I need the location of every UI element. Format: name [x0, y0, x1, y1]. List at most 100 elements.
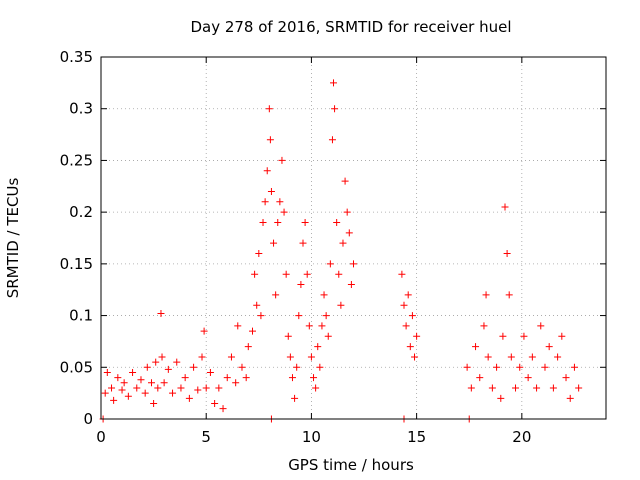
data-point — [505, 291, 513, 299]
data-point — [288, 374, 296, 382]
y-tick-label: 0.2 — [69, 203, 93, 221]
data-point — [206, 368, 214, 376]
y-tick-label: 0 — [83, 410, 93, 428]
data-point — [232, 379, 240, 387]
data-point — [194, 386, 202, 394]
data-point — [255, 250, 263, 258]
data-point — [276, 198, 284, 206]
data-point — [331, 105, 339, 113]
data-point — [291, 394, 299, 402]
axis-ticks — [100, 56, 606, 420]
data-point — [324, 332, 332, 340]
data-point — [103, 368, 111, 376]
data-point — [114, 374, 122, 382]
data-point — [181, 374, 189, 382]
x-tick-label: 20 — [512, 428, 531, 446]
data-point — [339, 239, 347, 247]
data-point — [133, 384, 141, 392]
data-point — [154, 384, 162, 392]
data-point — [215, 384, 223, 392]
data-point — [507, 353, 515, 361]
data-point — [129, 368, 137, 376]
data-point — [472, 343, 480, 351]
data-point — [286, 353, 294, 361]
data-point — [190, 363, 198, 371]
data-point — [164, 365, 172, 373]
data-point — [558, 332, 566, 340]
data-point — [259, 218, 267, 226]
data-point — [238, 363, 246, 371]
data-point — [274, 218, 282, 226]
data-point — [219, 405, 227, 413]
data-point — [263, 167, 271, 175]
data-point — [476, 374, 484, 382]
y-tick-label: 0.25 — [60, 151, 93, 169]
data-point — [314, 343, 322, 351]
data-point — [202, 384, 210, 392]
data-point — [575, 384, 583, 392]
data-point — [520, 332, 528, 340]
data-point — [499, 332, 507, 340]
data-point — [242, 374, 250, 382]
data-point — [400, 301, 408, 309]
data-point — [169, 389, 177, 397]
tick-labels: 0 0.05 0.1 0.15 0.2 0.25 0.3 0.35 0 5 10 15 20 — [60, 48, 532, 446]
data-point — [284, 332, 292, 340]
data-point — [341, 177, 349, 185]
data-point — [137, 376, 145, 384]
data-point — [157, 310, 165, 318]
data-point — [108, 384, 116, 392]
data-point — [200, 327, 208, 335]
data-point — [541, 363, 549, 371]
data-point — [411, 353, 419, 361]
data-point — [404, 291, 412, 299]
chart-title: Day 278 of 2016, SRMTID for receiver hue… — [190, 18, 511, 36]
data-point — [278, 156, 286, 164]
data-point — [406, 343, 414, 351]
data-point — [480, 322, 488, 330]
data-point — [148, 379, 155, 387]
data-point — [265, 105, 273, 113]
data-point — [524, 374, 532, 382]
data-point — [467, 384, 475, 392]
data-point — [305, 322, 313, 330]
data-point — [347, 281, 355, 289]
data-point — [402, 322, 410, 330]
data-point — [227, 353, 235, 361]
data-point — [177, 384, 185, 392]
data-point — [270, 239, 278, 247]
y-tick-label: 0.1 — [69, 307, 93, 325]
data-point — [280, 208, 288, 216]
data-point — [516, 363, 524, 371]
data-point — [301, 218, 309, 226]
x-tick-label: 10 — [302, 428, 321, 446]
data-point — [251, 270, 259, 278]
y-axis-label: SRMTID / TECUs — [4, 178, 22, 299]
data-point — [312, 384, 320, 392]
data-point — [160, 379, 168, 387]
data-point — [316, 363, 324, 371]
data-point — [482, 291, 490, 299]
data-point — [326, 260, 334, 268]
data-point — [124, 392, 132, 400]
x-axis-label: GPS time / hours — [288, 456, 414, 474]
data-point — [570, 363, 578, 371]
data-point — [267, 187, 275, 195]
y-tick-label: 0.3 — [69, 100, 93, 118]
data-point — [463, 363, 471, 371]
y-tick-label: 0.05 — [60, 358, 93, 376]
data-point — [310, 374, 318, 382]
data-point — [320, 291, 328, 299]
data-point — [295, 312, 303, 320]
data-point — [322, 312, 330, 320]
data-point — [253, 301, 261, 309]
data-point — [328, 136, 336, 144]
data-point — [330, 79, 338, 87]
data-point — [484, 353, 492, 361]
x-tick-label: 15 — [407, 428, 426, 446]
data-point — [512, 384, 520, 392]
data-point — [533, 384, 541, 392]
data-point — [497, 394, 505, 402]
data-point — [335, 270, 343, 278]
data-point — [488, 384, 496, 392]
